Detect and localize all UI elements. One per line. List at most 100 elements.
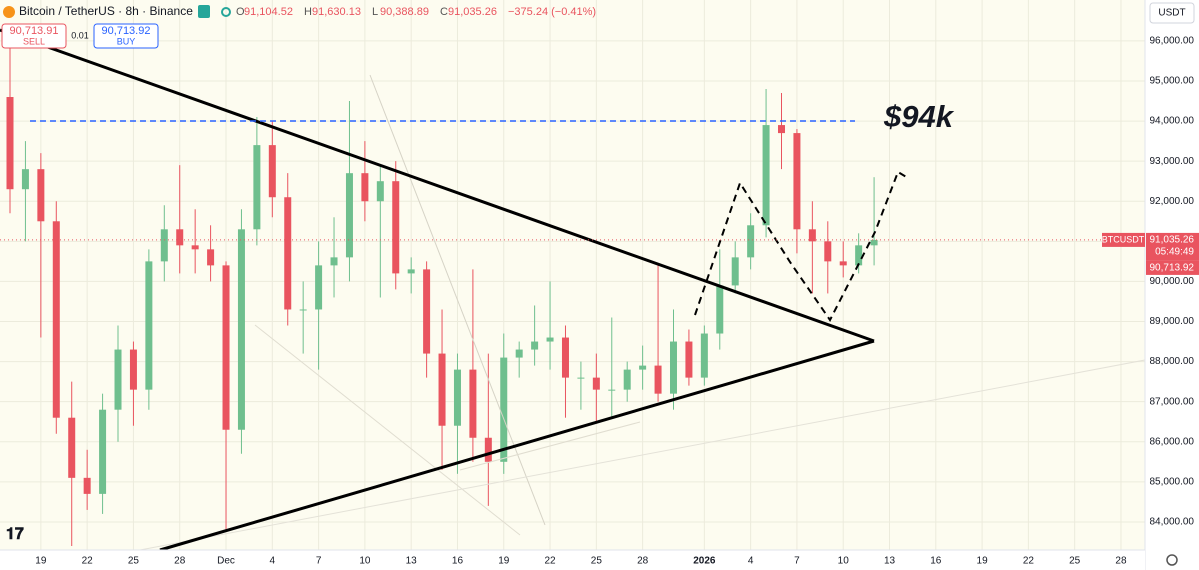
candle-body [561,337,569,378]
candle-body [423,269,431,354]
logo: 𝟏𝟕 [6,526,24,543]
x-tick-label: 28 [174,556,186,567]
candle-body [500,357,508,462]
y-tick-label: 87,000.00 [1150,396,1195,407]
candle-body [376,181,384,202]
plot-background [0,0,1145,550]
y-tick-label: 94,000.00 [1150,116,1195,127]
last-price: 91,035.26 [1150,235,1195,246]
buy-label: BUY [117,36,136,46]
candle-body [669,341,677,394]
price-tag [1146,232,1199,261]
bid-tag [1146,260,1199,275]
buy-button[interactable] [93,23,159,49]
candle-body [623,369,631,390]
y-tick-label: 86,000.00 [1150,436,1195,447]
x-tick-label: 2026 [693,556,716,567]
candle-body [6,97,14,190]
candle-body [685,341,693,378]
candle-body [222,265,230,430]
candle-body [207,249,215,266]
x-tick-label: 22 [82,556,94,567]
candle-body [639,365,647,370]
x-tick-label: 25 [591,556,603,567]
candle-body [83,477,91,494]
candle-body [870,239,878,246]
candle-body [237,229,245,430]
candle-body [469,369,477,438]
exchange-icon [198,5,210,18]
candle-body [253,145,261,230]
candle-body [793,133,801,230]
y-tick-label: 88,000.00 [1150,356,1195,367]
triangle-lower [159,339,875,552]
candle-body [716,285,724,334]
bid-price: 90,713.92 [1150,263,1195,274]
x-tick-label: 28 [637,556,649,567]
ohlc-value: 91,104.52 [244,6,293,18]
candle-body [52,221,60,418]
x-axis-labels: 19 22 25 28 Dec 4 7 10 13 16 19 22 25 28 2026 4 7 10 13 16 1… [35,556,1127,567]
candle-body [68,417,76,478]
settings-icon[interactable] [1166,554,1178,566]
candle-body [577,377,585,379]
y-tick-label: 93,000.00 [1150,156,1195,167]
ohlc-change: −375.24 (−0.41%) [508,6,596,18]
candle-body [778,125,785,134]
y-tick-label: 90,000.00 [1150,276,1195,287]
x-tick-label: 13 [884,556,896,567]
candle-body [330,257,338,266]
ohlc-key: H [304,6,312,18]
candle-body [392,181,400,274]
candle-body [453,369,461,426]
candle-body [438,353,446,426]
x-tick-label: 25 [1069,556,1081,567]
ohlc-key: O [236,6,245,18]
candle-body [515,349,523,358]
sell-label: SELL [23,36,45,46]
x-tick-label: 22 [544,556,556,567]
candles [6,40,878,546]
ticker: BTCUSDT [1102,234,1145,244]
x-tick-label: 28 [1115,556,1127,567]
x-tick-label: 7 [794,556,800,567]
candle-body [129,349,137,390]
candle-body [839,261,847,266]
symbol-icon [3,6,15,18]
currency-button[interactable] [1149,2,1195,24]
candle-body [37,169,45,222]
projection-path [694,170,909,322]
candle-body [731,257,739,286]
faint-trendline [254,324,521,536]
buy-price: 90,713.92 [102,25,151,37]
candle-body [21,169,29,190]
candle-body [315,265,323,310]
candle-body [824,241,832,262]
candle-body [299,309,307,311]
x-tick-label: 4 [748,556,754,567]
sell-price: 90,713.91 [10,25,59,37]
candle-body [345,173,353,258]
candle-body [176,229,184,246]
candle-body [531,341,539,350]
candle-body [700,333,708,378]
x-tick-label: 16 [452,556,464,567]
x-tick-label: 10 [359,556,371,567]
candle-body [654,365,662,394]
x-tick-label: 7 [316,556,322,567]
ohlc-value: 91,035.26 [448,6,497,18]
ohlc-value: 91,630.13 [312,6,361,18]
x-tick-label: 13 [406,556,418,567]
candle-body [284,197,292,310]
x-tick-label: 19 [498,556,510,567]
ohlc-key: L [372,6,378,18]
triangle-upper [0,28,875,343]
candle-body [361,173,369,202]
annotation: $94k [883,99,955,134]
ohlc-value: 90,388.89 [380,6,429,18]
currency: USDT [1158,8,1185,19]
sell-button[interactable] [1,23,67,49]
x-tick-label: 22 [1023,556,1035,567]
faint-trendline [369,74,546,526]
